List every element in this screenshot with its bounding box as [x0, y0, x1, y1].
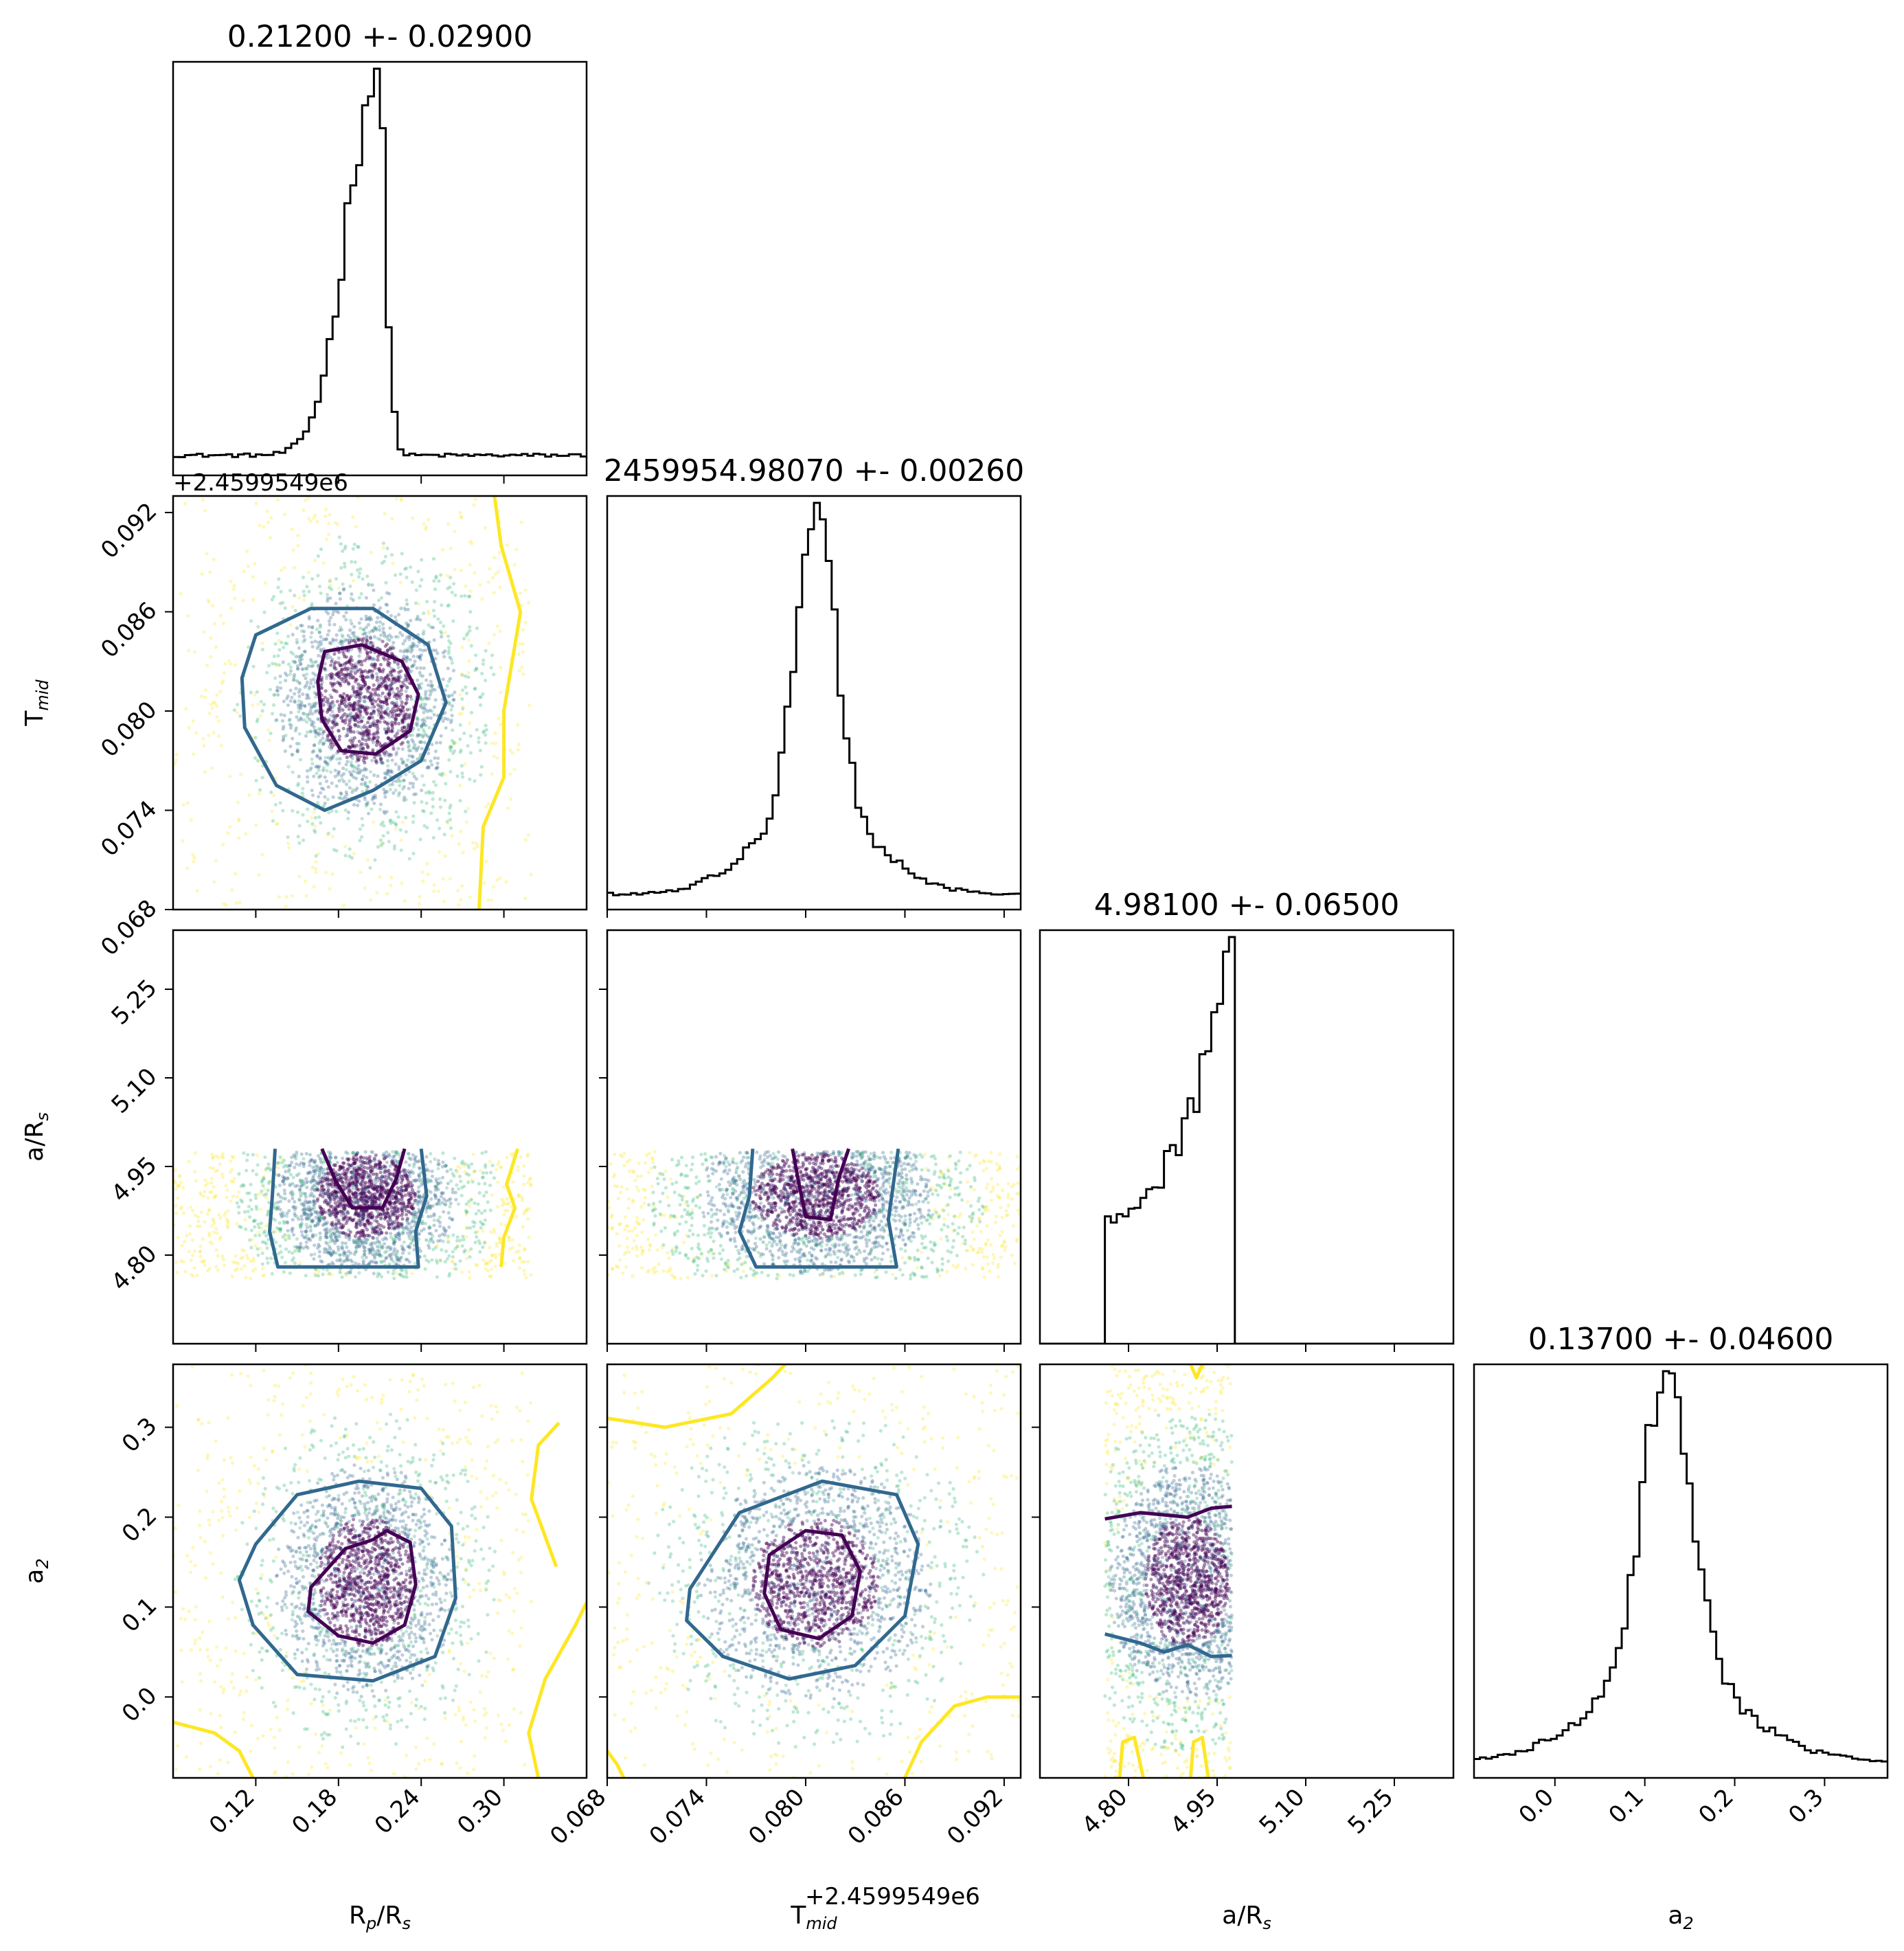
contour-line: [499, 1148, 520, 1267]
x-tick-label: 4.80: [1077, 1783, 1133, 1840]
x-tick-label: 0.092: [942, 1783, 1008, 1850]
panel-frame: [172, 60, 588, 477]
scatter-points: [607, 1149, 1021, 1281]
panel-frame: [172, 929, 588, 1345]
scatter-points: [607, 1364, 1021, 1778]
contour-line: [685, 1479, 920, 1681]
histogram-rp: [173, 67, 587, 458]
histogram-tmid: [607, 501, 1021, 896]
histogram-a2: [1474, 1370, 1888, 1763]
panel-tmid-rp: 0.068 0.074 0.080 0.086 0.092: [95, 495, 588, 961]
y-tick-label: 0.080: [95, 696, 162, 763]
x-tick-label: 0.3: [1783, 1783, 1829, 1829]
contour-line: [320, 1148, 407, 1210]
panel-title-a2: 0.13700 +- 0.04600: [1528, 1322, 1834, 1357]
contour-line: [1189, 1364, 1204, 1380]
y-tick-label: 4.80: [106, 1240, 163, 1296]
contour-line: [268, 1148, 429, 1269]
panel-a2-a2: 0.13700 +- 0.04600 0.0 0.1 0.2 0.3: [1473, 1322, 1889, 1829]
contour-line: [762, 1529, 862, 1640]
panel-frame: [606, 495, 1022, 911]
contour-line: [738, 1148, 900, 1269]
x-tick-label: 0.074: [644, 1783, 711, 1850]
panel-a2-tmid: 0.068 0.074 0.080 0.086 0.092: [545, 1363, 1022, 1850]
scatter-points: [1103, 1364, 1234, 1778]
contour-line: [1118, 1735, 1145, 1778]
contour-line: [173, 1720, 255, 1778]
contour-line: [1104, 1504, 1232, 1521]
contour-line: [530, 1421, 560, 1568]
y-tick-label: 5.10: [106, 1063, 163, 1119]
y-tick-label: 0.092: [95, 497, 162, 564]
contour-line: [527, 1601, 587, 1778]
panel-a2-rp: 0.12 0.18 0.24 0.30 0.0 0.1 0.2 0.3: [117, 1363, 588, 1840]
panel-ars-tmid: [599, 929, 1022, 1352]
contour-line: [607, 1364, 788, 1430]
y-axis-label-ars: a/Rs: [21, 1112, 52, 1162]
contour-line: [607, 1750, 626, 1778]
x-tick-label: 0.30: [452, 1783, 508, 1840]
contour-line: [477, 496, 523, 910]
panel-rp-rp: 0.21200 +- 0.02900: [172, 19, 588, 484]
panel-title-tmid: 2459954.98070 +- 0.00260: [604, 453, 1025, 488]
y-tick-label: 0.2: [117, 1502, 163, 1548]
x-tick-label: 0.068: [545, 1783, 611, 1850]
y-tick-label: 0.3: [117, 1412, 163, 1458]
y-axis-label-tmid: Tmid: [21, 679, 52, 727]
x-axis-label-rp: Rp/Rs: [349, 1902, 411, 1933]
x-tick-label: 0.086: [843, 1783, 909, 1850]
panel-frame: [172, 1363, 588, 1779]
x-tick-label: 0.2: [1693, 1783, 1739, 1829]
y-tick-label: 0.1: [117, 1592, 163, 1638]
y-axis-label-a2: a2: [21, 1558, 52, 1583]
x-tick-label: 0.18: [286, 1783, 343, 1840]
panel-tmid-tmid: 2459954.98070 +- 0.00260: [604, 453, 1025, 918]
panel-frame: [1039, 1363, 1455, 1779]
x-tick-label: 0.12: [204, 1783, 260, 1840]
contour-line: [316, 643, 420, 756]
contour-line: [1188, 1735, 1210, 1778]
panel-frame: [606, 929, 1022, 1345]
x-tick-label: 0.0: [1514, 1783, 1560, 1829]
contour-line: [237, 1479, 457, 1683]
y-tick-label: 0.0: [117, 1682, 163, 1728]
y-offset-label: +2.4599549e6: [173, 469, 348, 497]
contour-line: [240, 607, 448, 812]
panel-ars-rp: 4.80 4.95 5.10 5.25: [106, 929, 588, 1352]
y-tick-label: 0.068: [95, 894, 162, 961]
x-tick-label: 5.25: [1343, 1783, 1399, 1840]
panel-frame: [172, 495, 588, 911]
y-tick-label: 0.086: [95, 597, 162, 664]
panel-frame: [1039, 929, 1455, 1345]
panel-a2-ars: 4.80 4.95 5.10 5.25: [1032, 1363, 1455, 1840]
panel-frame: [1473, 1363, 1889, 1779]
axis-labels: Rp/Rs Tmid a/Rs a2 Tmid a/Rs a2: [21, 679, 1694, 1933]
scatter-points: [173, 1149, 533, 1281]
contour-line: [791, 1148, 850, 1221]
contour-line: [1104, 1632, 1232, 1658]
contour-line: [306, 1529, 418, 1645]
y-tick-label: 0.074: [95, 796, 162, 862]
histogram-ars: [1040, 936, 1453, 1344]
x-tick-label: 5.10: [1254, 1783, 1311, 1840]
panel-ars-ars: 4.98100 +- 0.06500: [1039, 888, 1455, 1352]
x-tick-label: 4.95: [1166, 1783, 1222, 1840]
panel-frame: [606, 1363, 1022, 1779]
contour-line: [903, 1695, 1021, 1778]
x-axis-label-tmid: Tmid: [790, 1902, 837, 1933]
x-tick-label: 0.080: [743, 1783, 810, 1850]
x-axis-label-a2: a2: [1668, 1902, 1693, 1933]
x-axis-label-ars: a/Rs: [1222, 1902, 1271, 1933]
panel-title-ars: 4.98100 +- 0.06500: [1094, 888, 1400, 923]
x-offset-label: +2.4599549e6: [805, 1883, 980, 1910]
y-tick-label: 5.25: [106, 974, 163, 1030]
panel-title-rp: 0.21200 +- 0.02900: [227, 19, 533, 54]
scatter-points: [173, 496, 533, 909]
scatter-points: [173, 1364, 534, 1778]
x-tick-label: 0.1: [1603, 1783, 1649, 1829]
y-tick-label: 4.95: [106, 1151, 163, 1208]
x-tick-label: 0.24: [370, 1783, 426, 1840]
